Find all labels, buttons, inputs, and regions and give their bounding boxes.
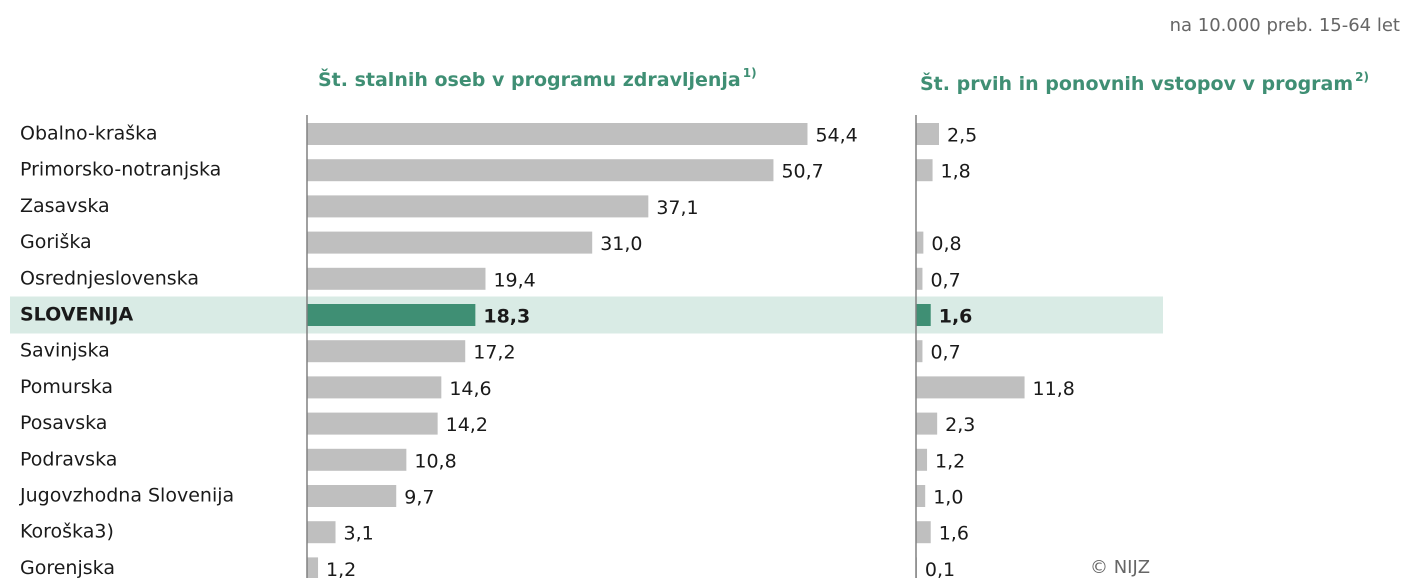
bar [307, 231, 593, 254]
value-label: 1,6 [939, 523, 969, 545]
bar [916, 267, 923, 290]
value-label: 3,1 [344, 523, 374, 545]
bar [916, 159, 933, 182]
source: © NIJZ [1090, 557, 1150, 578]
footnote-mark: 2) [1355, 70, 1369, 84]
category-label: SLOVENIJA [20, 304, 133, 326]
category-label: Savinjska [20, 340, 110, 362]
category-label: Obalno-kraška [20, 123, 157, 145]
bar [916, 521, 931, 544]
bar [916, 485, 926, 507]
category-label: Jugovzhodna Slovenija [19, 485, 234, 507]
bar [916, 412, 938, 435]
bar [307, 123, 808, 145]
bar [916, 340, 923, 363]
bar [916, 304, 931, 326]
category-label: Primorsko-notranjska [20, 159, 221, 181]
category-label: Koroška3) [20, 521, 114, 543]
value-label: 37,1 [656, 197, 698, 219]
bar [307, 557, 319, 578]
value-label: 0,7 [930, 342, 960, 364]
value-label: 1,6 [939, 306, 973, 328]
bar [307, 521, 336, 544]
panel-title: Št. stalnih oseb v programu zdravljenja 1… [318, 66, 757, 91]
bar [307, 195, 649, 218]
value-label: 9,7 [404, 487, 434, 509]
value-label: 11,8 [1033, 378, 1075, 400]
bar [916, 376, 1025, 399]
category-label: Podravska [20, 448, 117, 470]
value-label: 54,4 [815, 125, 857, 147]
value-label: 2,5 [947, 125, 977, 147]
panel-title-text: Št. stalnih oseb v programu zdravljenja [318, 67, 741, 91]
category-label: Gorenjska [20, 557, 115, 578]
value-label: 1,2 [935, 450, 965, 472]
value-label: 31,0 [600, 233, 642, 255]
value-label: 50,7 [781, 161, 823, 183]
highlight-band [10, 296, 1163, 334]
bar [307, 485, 397, 507]
category-label: Goriška [20, 231, 92, 253]
category-label: Osrednjeslovenska [20, 267, 199, 289]
value-label: 10,8 [414, 450, 456, 472]
bar [307, 267, 486, 290]
bar [307, 340, 466, 363]
value-label: 1,0 [933, 487, 963, 509]
category-label: Posavska [20, 412, 107, 434]
value-label: 2,3 [945, 414, 975, 436]
bar [307, 412, 438, 435]
bar [916, 231, 924, 254]
value-label: 19,4 [493, 269, 535, 291]
value-label: 0,7 [930, 269, 960, 291]
value-label: 17,2 [473, 342, 515, 364]
value-label: 0,8 [931, 233, 961, 255]
value-label: 1,2 [326, 559, 356, 578]
bar [916, 123, 939, 145]
category-label: Pomurska [20, 376, 113, 398]
bar [307, 304, 476, 326]
value-label: 1,8 [941, 161, 971, 183]
bar [307, 376, 442, 399]
bar [307, 159, 774, 182]
value-label: 14,2 [446, 414, 488, 436]
panel-title: Št. prvih in ponovnih vstopov v program 2… [920, 70, 1369, 95]
footnote-mark: 1) [743, 66, 757, 80]
value-label: 18,3 [483, 306, 530, 328]
panel-title-text: Št. prvih in ponovnih vstopov v program [920, 71, 1353, 95]
value-label: 14,6 [449, 378, 491, 400]
bar [916, 448, 928, 471]
category-label: Zasavska [20, 195, 110, 217]
unit-note: na 10.000 preb. 15-64 let [1170, 15, 1400, 36]
bar [307, 448, 407, 471]
value-label: 0,1 [925, 559, 955, 578]
